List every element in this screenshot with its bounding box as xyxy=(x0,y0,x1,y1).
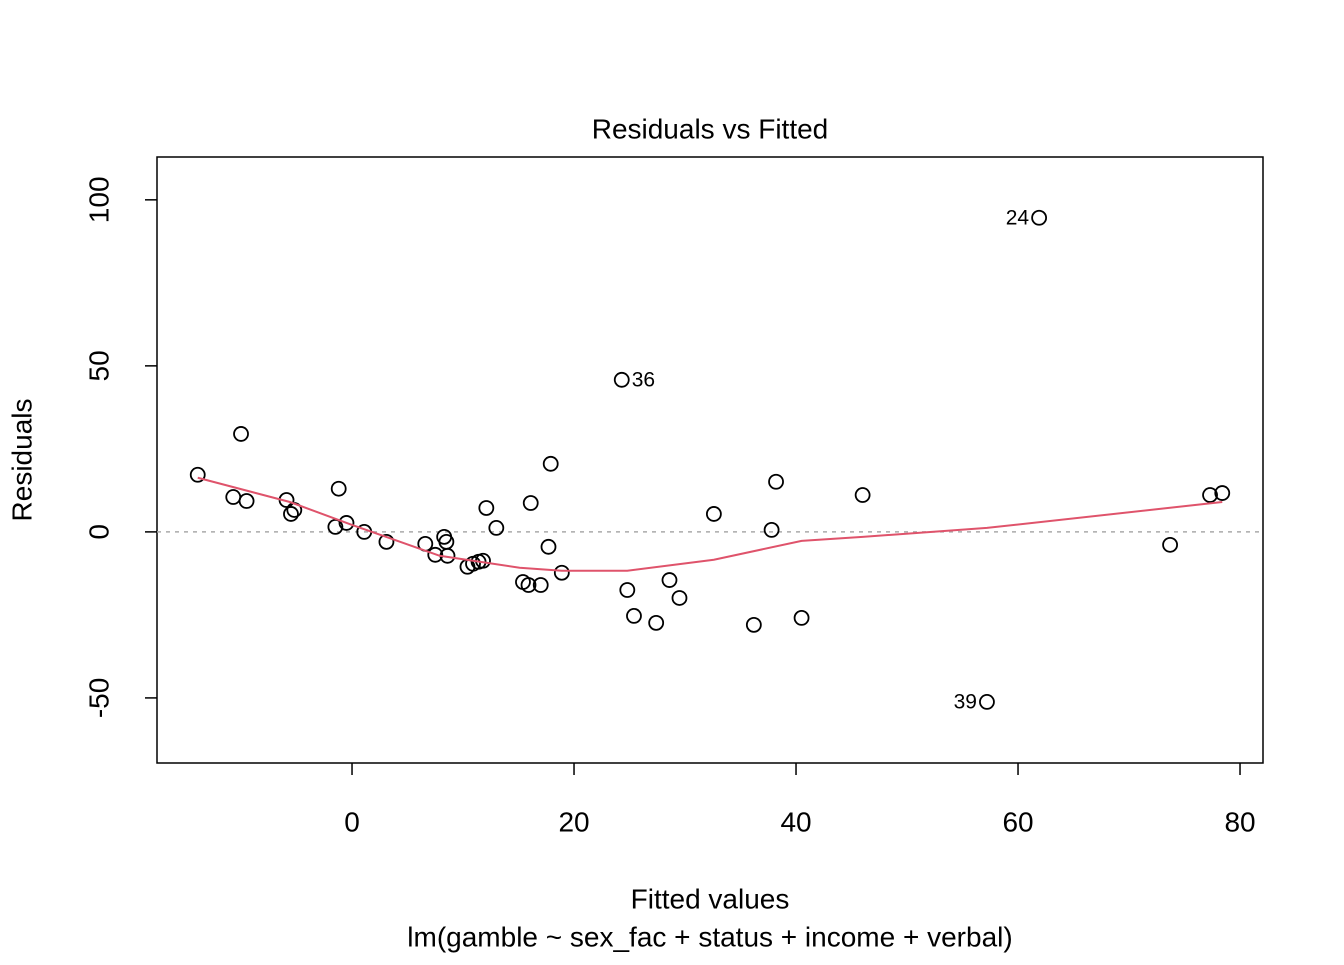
point xyxy=(327,519,344,535)
point xyxy=(532,577,549,593)
y-tick-label: -50 xyxy=(83,678,114,718)
point xyxy=(553,564,570,581)
y-tick-label: 100 xyxy=(83,176,114,223)
x-axis-label: Fitted values xyxy=(631,883,790,914)
point xyxy=(522,495,539,511)
x-tick-label: 80 xyxy=(1224,806,1255,837)
point xyxy=(233,426,249,442)
point-label: 36 xyxy=(632,368,655,391)
y-axis-label: Residuals xyxy=(6,399,37,522)
point xyxy=(438,533,455,550)
x-tick-label: 60 xyxy=(1002,806,1033,837)
point-label: 24 xyxy=(1006,206,1030,229)
point xyxy=(330,480,347,497)
point xyxy=(238,493,255,509)
point xyxy=(705,506,722,522)
point xyxy=(478,500,495,516)
point xyxy=(661,572,678,588)
point xyxy=(338,515,355,531)
point-label: 39 xyxy=(954,690,977,713)
chart-title: Residuals vs Fitted xyxy=(592,113,829,144)
point xyxy=(648,614,665,631)
caption: lm(gamble ~ sex_fac + status + income + … xyxy=(407,921,1012,952)
point xyxy=(540,538,557,555)
point xyxy=(1162,536,1178,553)
point xyxy=(189,466,206,483)
point xyxy=(488,520,505,536)
point xyxy=(745,616,762,633)
point xyxy=(520,577,537,593)
point xyxy=(613,371,630,388)
point xyxy=(1031,209,1048,226)
point xyxy=(763,521,780,538)
point xyxy=(542,455,559,472)
point xyxy=(1214,485,1231,501)
y-tick-label: 50 xyxy=(83,350,114,381)
x-tick-label: 20 xyxy=(558,806,589,837)
plot-frame xyxy=(156,156,1264,764)
point xyxy=(1202,487,1218,503)
point xyxy=(378,533,395,550)
x-tick-label: 40 xyxy=(780,806,811,837)
smooth-line xyxy=(197,476,1223,572)
point xyxy=(619,582,636,598)
point xyxy=(671,590,688,606)
point xyxy=(427,546,444,563)
point xyxy=(979,694,995,710)
point xyxy=(626,607,642,624)
x-tick-label: 0 xyxy=(344,806,360,837)
y-tick-label: 0 xyxy=(83,524,114,540)
point xyxy=(793,609,810,626)
point xyxy=(225,489,242,505)
point xyxy=(768,473,784,490)
point xyxy=(283,506,299,522)
point xyxy=(854,487,871,503)
